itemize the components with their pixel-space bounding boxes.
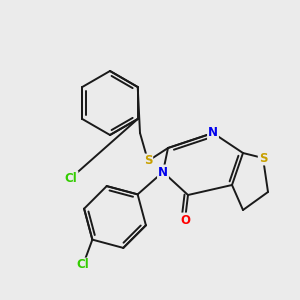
Text: Cl: Cl bbox=[76, 259, 89, 272]
Text: O: O bbox=[180, 214, 190, 226]
Text: Cl: Cl bbox=[64, 172, 77, 184]
Text: N: N bbox=[208, 127, 218, 140]
Text: S: S bbox=[259, 152, 267, 164]
Text: S: S bbox=[144, 154, 152, 167]
Text: N: N bbox=[158, 166, 168, 178]
